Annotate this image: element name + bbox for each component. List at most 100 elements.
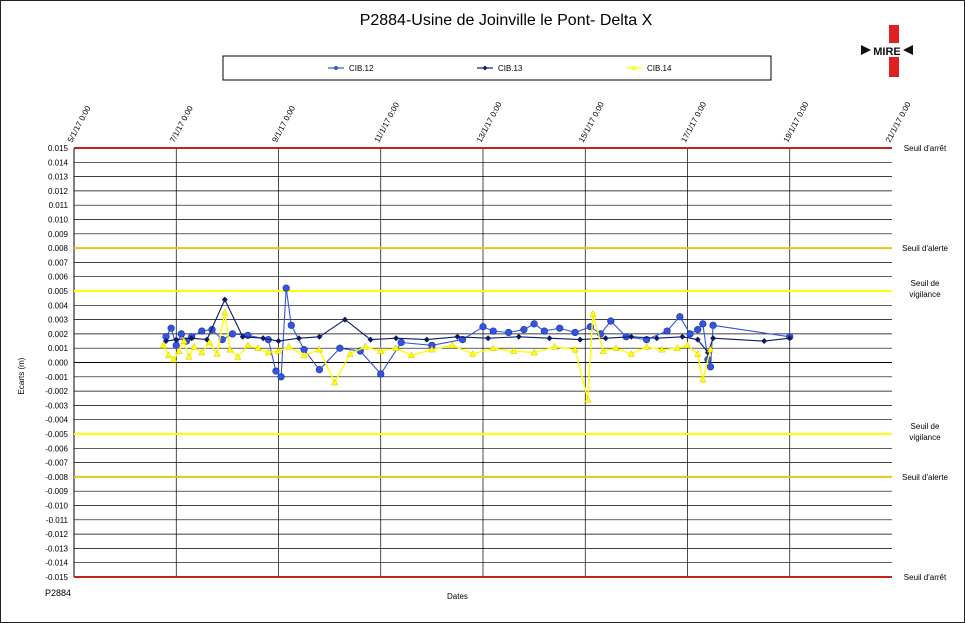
data-point: [694, 326, 702, 334]
data-point: [407, 351, 415, 359]
data-point: [577, 336, 584, 343]
y-tick-label: 0.013: [48, 173, 69, 182]
y-tick-label: 0.005: [48, 287, 69, 296]
data-point: [239, 333, 246, 340]
y-tick-label: -0.015: [45, 573, 68, 582]
threshold-label: Seuil d'arrêt: [904, 144, 947, 153]
data-point: [275, 338, 282, 345]
data-point: [530, 320, 538, 328]
data-point: [602, 335, 609, 342]
y-tick-label: -0.008: [45, 473, 68, 482]
data-point: [706, 363, 715, 371]
series-line: [165, 287, 790, 378]
data-point: [607, 317, 615, 325]
data-point: [546, 335, 553, 342]
data-point: [198, 348, 206, 356]
data-point: [260, 335, 267, 342]
data-point: [316, 333, 323, 340]
x-tick-label: 9/1/17 0:00: [270, 104, 297, 144]
data-point: [282, 284, 290, 292]
threshold-labels: Seuil d'arrêt Seuil d'alerte Seuil de vigil…: [902, 144, 949, 582]
y-axis-ticks: 0.015 0.014 0.013 0.012 0.011 0.010 0.009 0.008…: [45, 144, 68, 582]
data-point: [228, 330, 237, 338]
y-tick-label: 0.015: [48, 144, 69, 153]
y-tick-label: 0.006: [48, 273, 69, 282]
y-tick-label: -0.007: [45, 459, 68, 468]
y-tick-label: -0.009: [45, 487, 68, 496]
threshold-lines: [74, 147, 892, 578]
data-point: [377, 347, 385, 354]
data-point: [709, 321, 717, 329]
legend-marker: [334, 66, 338, 70]
data-point: [173, 336, 180, 343]
x-tick-label: 11/1/17 0:00: [373, 100, 402, 143]
data-point: [683, 341, 692, 349]
data-point: [226, 345, 234, 353]
data-point: [489, 327, 497, 335]
data-point: [489, 344, 497, 351]
data-point: [679, 333, 686, 340]
y-tick-label: 0.001: [48, 344, 69, 353]
data-point: [221, 296, 228, 303]
data-point: [190, 342, 198, 350]
data-point: [530, 348, 538, 356]
data-point: [551, 342, 559, 350]
y-tick-label: 0.010: [48, 216, 69, 225]
legend-box: [222, 55, 772, 81]
data-point: [653, 335, 660, 342]
legend-marker: [631, 65, 637, 70]
data-point: [428, 345, 436, 353]
data-point: [295, 335, 302, 342]
data-point: [170, 355, 178, 363]
data-point: [448, 341, 456, 349]
data-point: [300, 351, 308, 359]
data-point: [331, 378, 339, 386]
y-tick-label: 0.008: [48, 244, 69, 253]
x-tick-label: 7/1/17 0:00: [168, 104, 195, 144]
data-point: [274, 347, 283, 354]
threshold-label-line: Seuil de: [911, 422, 940, 431]
y-tick-label: -0.005: [45, 430, 68, 439]
data-point: [175, 347, 183, 354]
x-tick-label: 5/1/17 0:00: [66, 104, 93, 144]
data-point: [694, 336, 701, 343]
legend-marker: [482, 65, 488, 71]
data-point: [510, 347, 518, 354]
data-point: [520, 326, 528, 334]
data-point: [423, 336, 430, 343]
data-point: [185, 352, 193, 360]
data-point: [599, 347, 607, 354]
data-point: [673, 344, 681, 351]
x-axis-ticks: 5/1/17 0:00 7/1/17 0:00 9/1/17 0:00 11/1/17…: [66, 100, 913, 144]
x-tick-label: 15/1/17 0:00: [577, 100, 606, 144]
data-point: [540, 327, 548, 335]
legend-label: CIB.14: [647, 64, 672, 73]
data-point: [706, 345, 715, 353]
threshold-label: Seuil d'alerte: [902, 244, 949, 253]
chart-title: P2884-Usine de Joinville le Pont- Delta …: [360, 12, 653, 29]
data-point: [167, 324, 175, 332]
data-point: [454, 333, 461, 340]
series-line: [162, 311, 712, 401]
data-point: [515, 333, 522, 340]
data-point: [458, 336, 467, 344]
series-cib-13: [163, 296, 793, 356]
data-point: [159, 341, 168, 349]
threshold-label: Seuil de vigilance: [909, 279, 941, 299]
data-point: [272, 367, 280, 375]
plot-grid: [73, 147, 892, 578]
data-point: [315, 345, 323, 353]
data-point: [180, 337, 188, 344]
y-tick-label: 0.007: [48, 258, 69, 267]
y-tick-label: 0.003: [48, 316, 69, 325]
logo-left-arrow: [861, 45, 871, 55]
data-point: [287, 321, 295, 329]
data-point: [571, 345, 579, 353]
x-tick-label: 21/1/17 0:00: [884, 100, 913, 144]
data-point: [234, 352, 242, 360]
legend-label: CIB.12: [349, 64, 374, 73]
data-point: [315, 366, 324, 374]
x-tick-label: 17/1/17 0:00: [679, 100, 708, 144]
data-point: [699, 320, 707, 328]
